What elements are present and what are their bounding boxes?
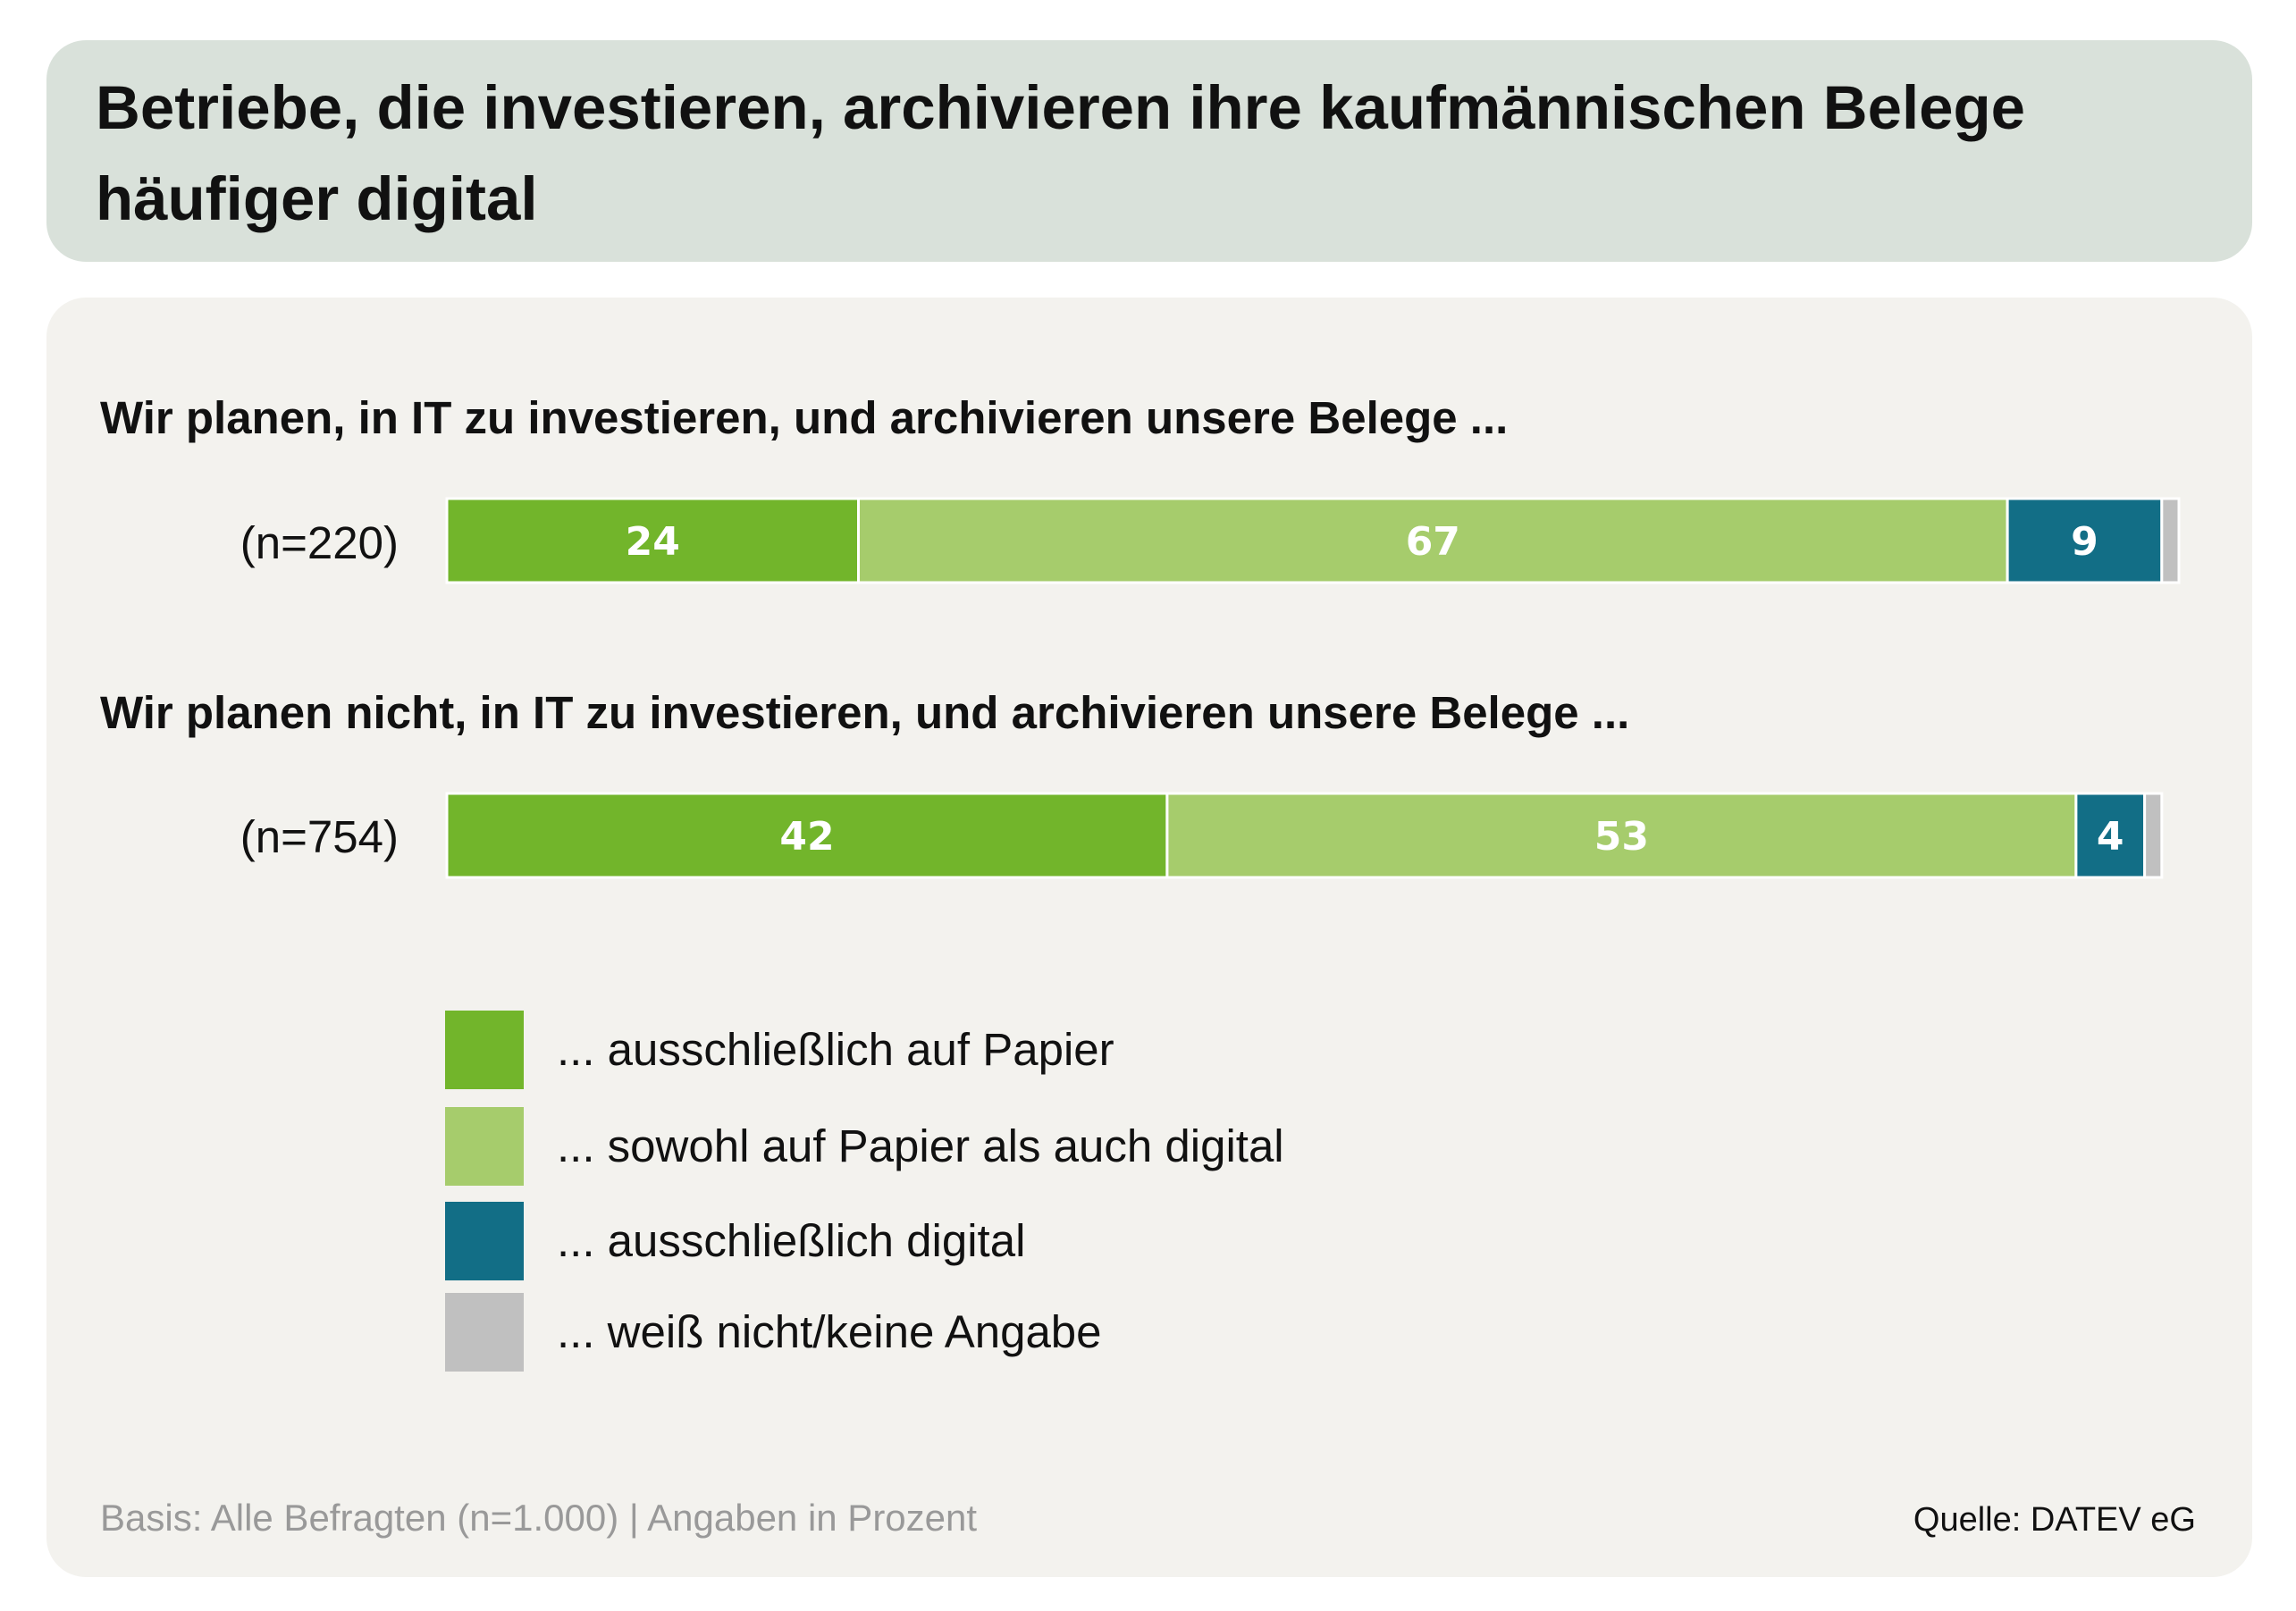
legend-label-unknown: ... weiß nicht/keine Angabe bbox=[557, 1306, 1102, 1357]
legend-swatch-unknown bbox=[445, 1293, 524, 1372]
n-label-no-invest: (n=754) bbox=[240, 811, 399, 862]
n-label-invest: (n=220) bbox=[240, 517, 399, 568]
bar-label-paper-group-2: 42 bbox=[779, 814, 834, 860]
bar-unknown-group-1 bbox=[2160, 497, 2181, 584]
legend-label-paper: ... ausschließlich auf Papier bbox=[557, 1024, 1114, 1075]
bar-label-both-group-1: 67 bbox=[1406, 519, 1460, 565]
legend-label-both: ... sowohl auf Papier als auch digital bbox=[557, 1120, 1284, 1171]
footer-source: Quelle: DATEV eG bbox=[1913, 1501, 2196, 1539]
bar-unknown-group-2 bbox=[2143, 792, 2164, 879]
bar-paper-group-2 bbox=[445, 792, 1169, 879]
title-banner bbox=[46, 40, 2252, 262]
chart-title: Betriebe, die investieren, archivieren i… bbox=[96, 73, 2026, 233]
bar-paper-group-1 bbox=[445, 497, 861, 584]
bar-digital-group-2 bbox=[2074, 792, 2147, 879]
group-heading-no-invest: Wir planen nicht, in IT zu investieren, … bbox=[100, 687, 1630, 738]
legend-swatch-both bbox=[445, 1107, 524, 1186]
footer-basis: Basis: Alle Befragten (n=1.000) | Angabe… bbox=[100, 1497, 978, 1539]
bar-both-group-1 bbox=[857, 497, 2009, 584]
bar-label-paper-group-1: 24 bbox=[626, 519, 680, 565]
legend-swatch-paper bbox=[445, 1011, 524, 1089]
bar-label-digital-group-1: 9 bbox=[2071, 519, 2098, 565]
bar-digital-group-1 bbox=[2006, 497, 2164, 584]
legend-swatch-digital bbox=[445, 1202, 524, 1280]
bar-label-both-group-2: 53 bbox=[1594, 814, 1649, 860]
group-heading-invest: Wir planen, in IT zu investieren, und ar… bbox=[100, 392, 1509, 443]
bar-label-digital-group-2: 4 bbox=[2097, 814, 2124, 860]
legend-label-digital: ... ausschließlich digital bbox=[557, 1215, 1026, 1266]
